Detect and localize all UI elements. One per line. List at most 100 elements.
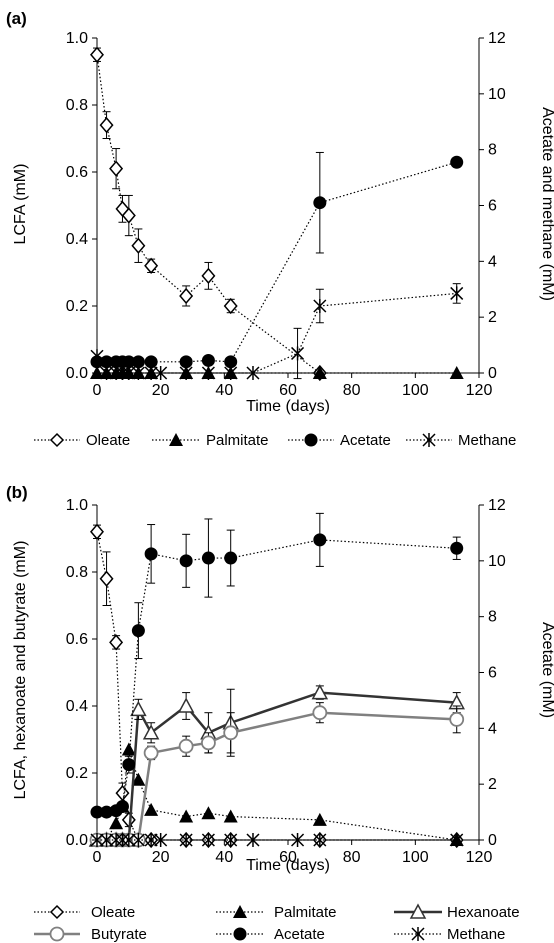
circle-marker — [450, 541, 464, 555]
legend-label: Methane — [447, 926, 505, 943]
legend-asterisk-marker — [411, 927, 425, 941]
asterisk-marker — [90, 349, 104, 364]
circle-marker — [100, 355, 114, 369]
diamond-open-marker — [131, 237, 146, 254]
asterisk-marker — [122, 366, 136, 380]
y2-tick-label: 10 — [488, 86, 506, 103]
legend-item-hexanoate: Hexanoate — [394, 903, 520, 921]
y-tick-label: 0.0 — [66, 365, 88, 382]
diamond-open-marker — [109, 160, 124, 177]
x-tick-label: 100 — [402, 382, 429, 399]
legend-item-methane: Methane — [406, 432, 516, 449]
triangle-open-marker — [177, 697, 195, 713]
circle-marker — [313, 533, 327, 547]
y-axis-title: LCFA (mM) — [12, 164, 29, 245]
x-tick-label: 80 — [343, 849, 361, 866]
legend-label: Acetate — [340, 432, 391, 449]
series-acetate — [90, 512, 464, 819]
asterisk-marker — [122, 833, 136, 847]
asterisk-marker — [291, 346, 305, 361]
x-tick-label: 60 — [279, 382, 297, 399]
triangle-marker — [131, 772, 146, 786]
circle-marker — [144, 355, 158, 369]
asterisk-marker — [450, 833, 464, 847]
y2-tick-label: 2 — [488, 776, 497, 793]
y2-tick-label: 4 — [488, 253, 497, 270]
y2-tick-label: 6 — [488, 665, 497, 682]
circle-marker — [179, 355, 193, 369]
legend-item-oleate: Oleate — [34, 904, 135, 921]
legend-diamond-open-marker — [49, 432, 65, 448]
legend-item-butyrate: Butyrate — [34, 926, 147, 943]
y-tick-label: 0.6 — [66, 631, 88, 648]
diamond-open-marker — [90, 46, 104, 63]
triangle-marker — [179, 809, 194, 823]
legend-label: Hexanoate — [447, 904, 520, 921]
x-tick-label: 0 — [93, 849, 102, 866]
diamond-open-marker — [99, 116, 114, 134]
asterisk-marker — [179, 833, 193, 847]
circle-marker — [450, 155, 464, 169]
x-tick-label: 120 — [466, 382, 493, 399]
circle-marker — [115, 800, 129, 813]
legend-item-palmitate: Palmitate — [216, 904, 337, 921]
circle-marker — [144, 547, 158, 561]
circle-marker — [224, 355, 238, 369]
legend-label: Oleate — [86, 432, 130, 449]
circle-marker — [201, 353, 215, 367]
series-line — [97, 749, 457, 841]
y-tick-label: 0.2 — [66, 298, 88, 315]
asterisk-marker — [144, 366, 158, 380]
asterisk-marker — [246, 833, 260, 847]
asterisk-marker — [450, 286, 464, 301]
circle-open-marker — [449, 712, 465, 727]
asterisk-marker — [115, 366, 129, 380]
panel-b: (b) 0 20 40 60 80 100 120 0.0 0.2 0.4 0.6 0.8 1.0 0… — [6, 483, 554, 943]
y2-tick-label: 12 — [488, 30, 506, 47]
y2-tick-label: 2 — [488, 309, 497, 326]
circle-open-marker — [201, 735, 216, 751]
diamond-open-marker — [115, 784, 130, 802]
y2-tick-label: 0 — [488, 365, 497, 382]
x-tick-label: 80 — [343, 382, 361, 399]
asterisk-marker — [313, 299, 327, 313]
y-tick-label: 0.6 — [66, 164, 88, 181]
y2-tick-label: 8 — [488, 609, 497, 626]
y2-axis-title: Acetate (mM) — [539, 622, 554, 718]
x-tick-label: 0 — [93, 382, 102, 399]
y2-tick-label: 12 — [488, 497, 506, 514]
triangle-marker — [201, 806, 216, 820]
triangle-marker — [121, 742, 136, 756]
diamond-open-marker — [201, 267, 216, 285]
legend-item-palmitate: Palmitate — [152, 432, 269, 449]
circle-open-marker — [178, 738, 194, 754]
y-axis-title: LCFA, hexanoate and butyrate (mM) — [12, 541, 29, 800]
circle-marker — [131, 624, 145, 638]
diamond-open-marker — [121, 207, 136, 224]
triangle-marker — [449, 366, 464, 379]
y-tick-label: 0.4 — [66, 698, 88, 715]
y-tick-label: 0.8 — [66, 564, 88, 581]
x-tick-label: 20 — [152, 849, 170, 866]
y2-tick-label: 6 — [488, 198, 497, 215]
asterisk-marker — [144, 833, 158, 847]
legend-circle-marker — [233, 927, 247, 941]
circle-open-marker — [312, 705, 328, 721]
circle-marker — [313, 196, 327, 210]
circle-marker — [100, 805, 114, 819]
series-acetate — [90, 151, 464, 369]
circle-marker — [179, 554, 193, 568]
diamond-open-marker — [179, 287, 194, 305]
asterisk-marker — [224, 366, 238, 380]
y2-tick-label: 10 — [488, 553, 506, 570]
circle-marker — [122, 355, 136, 369]
circle-marker — [122, 758, 136, 772]
legend-a: Oleate Palmitate Acetate Methane — [34, 432, 516, 449]
y-tick-label: 0.8 — [66, 97, 88, 114]
legend-label: Methane — [458, 432, 516, 449]
triangle-marker — [144, 802, 159, 816]
asterisk-marker — [291, 833, 305, 847]
legend-item-acetate: Acetate — [216, 926, 325, 943]
legend-item-oleate: Oleate — [34, 432, 130, 449]
legend-diamond-open-marker — [49, 904, 65, 920]
